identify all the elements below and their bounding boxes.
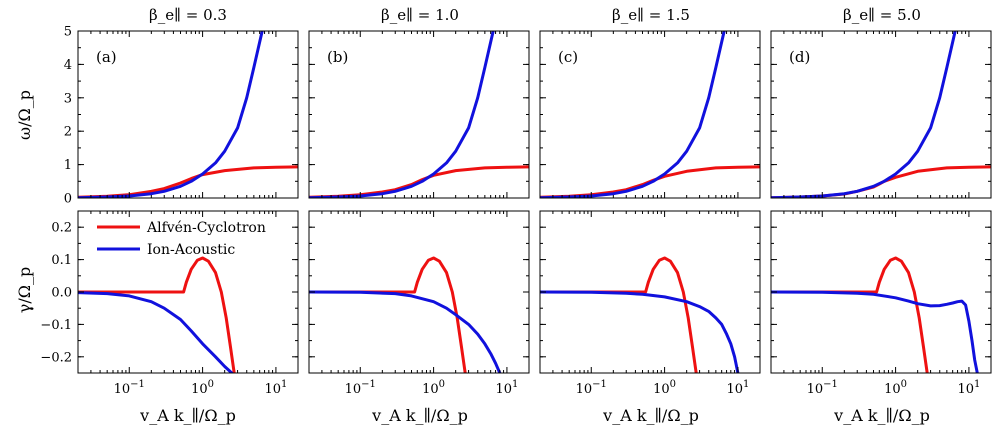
omega-ion-line-d [771, 31, 957, 198]
y-tick-label-top-1: 1 [64, 158, 72, 173]
plot-area: 0 1 2 3 4 5 −0.2 −0.1 0.0 0.1 0.2 10−1 100 101 10−1 100… [40, 25, 992, 397]
gamma-alfven-line-a [78, 256, 236, 373]
x-tick-label-d-2: 101 [957, 379, 980, 397]
top-ylabel: ω/Ω_p [15, 90, 34, 140]
panel-tag-c: (c) [558, 48, 578, 66]
x-tick-label-d-0: 10−1 [807, 379, 838, 397]
y-tick-label-bottom-2: 0.0 [51, 286, 72, 301]
omega-ion-line-c [540, 31, 726, 198]
gamma-alfven-line-d [771, 256, 929, 373]
y-tick-label-top-2: 2 [64, 125, 72, 140]
x-tick-label-c-2: 101 [726, 379, 749, 397]
omega-ion-line-a [78, 31, 264, 198]
y-tick-label-top-4: 4 [64, 58, 72, 73]
x-tick-label-a-1: 100 [191, 379, 214, 397]
xlabel-d: v_A k_∥/Ω_p [833, 406, 930, 425]
col-title-d: β_e∥ = 5.0 [843, 6, 921, 24]
y-tick-label-bottom-3: 0.1 [51, 253, 72, 268]
gamma-ion-line-d [771, 290, 979, 373]
y-tick-label-bottom-4: 0.2 [51, 221, 72, 236]
x-tick-label-c-0: 10−1 [576, 379, 607, 397]
col-title-b: β_e∥ = 1.0 [381, 6, 459, 24]
x-tick-label-b-2: 101 [495, 379, 518, 397]
panel-tag-a: (a) [96, 48, 117, 66]
y-tick-label-bottom-1: −0.1 [40, 318, 72, 333]
y-tick-label-top-0: 0 [64, 192, 72, 207]
panel-tag-b: (b) [327, 48, 348, 66]
gamma-alfven-line-b [309, 256, 467, 373]
bottom-ylabel: γ/Ω_p [15, 267, 34, 313]
x-tick-label-b-1: 100 [422, 379, 445, 397]
gamma-ion-line-b [309, 290, 502, 373]
x-tick-label-d-1: 100 [884, 379, 907, 397]
x-tick-label-b-0: 10−1 [345, 379, 376, 397]
panel-tag-d: (d) [789, 48, 810, 66]
x-tick-label-a-2: 101 [264, 379, 287, 397]
y-tick-label-top-3: 3 [64, 91, 72, 106]
xlabel-a: v_A k_∥/Ω_p [139, 406, 236, 425]
x-tick-label-a-0: 10−1 [114, 379, 145, 397]
col-title-c: β_e∥ = 1.5 [612, 6, 690, 24]
xlabel-b: v_A k_∥/Ω_p [371, 406, 468, 425]
y-tick-label-top-5: 5 [64, 25, 72, 40]
omega-ion-line-b [309, 31, 495, 198]
xlabel-c: v_A k_∥/Ω_p [602, 406, 699, 425]
legend-label-ion: Ion-Acoustic [147, 242, 235, 258]
gamma-ion-line-c [540, 290, 740, 373]
x-tick-label-c-1: 100 [653, 379, 676, 397]
col-title-a: β_e∥ = 0.3 [149, 6, 227, 24]
legend-label-alfven: Alfvén-Cyclotron [146, 220, 266, 236]
gamma-ion-line-a [78, 291, 234, 373]
y-tick-label-bottom-0: −0.2 [40, 350, 72, 365]
legend: Alfvén-Cyclotron Ion-Acoustic [97, 220, 266, 258]
gamma-alfven-line-c [540, 256, 698, 373]
